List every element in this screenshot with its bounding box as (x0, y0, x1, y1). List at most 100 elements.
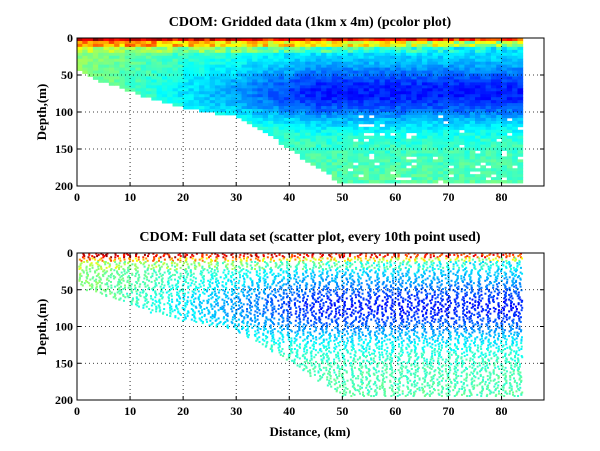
grid-cell (119, 46, 126, 51)
grid-cell (82, 61, 89, 66)
scatter-point (176, 263, 179, 266)
scatter-point (264, 345, 267, 348)
grid-cell (209, 88, 216, 92)
scatter-point (163, 253, 166, 256)
scatter-point (97, 273, 100, 276)
grid-cell (506, 156, 513, 160)
grid-cell (469, 46, 476, 51)
scatter-point (261, 266, 264, 269)
grid-cell (453, 43, 460, 48)
scatter-point (143, 303, 146, 306)
scatter-point (289, 329, 292, 332)
grid-cell (278, 82, 285, 86)
scatter-point (190, 296, 193, 299)
scatter-point (86, 280, 89, 283)
grid-cell (443, 168, 449, 172)
grid-cell (294, 40, 301, 45)
grid-cell (305, 138, 311, 142)
grid-cell (469, 132, 476, 137)
scatter-point (230, 300, 233, 303)
grid-cell (480, 73, 487, 77)
grid-cell (310, 82, 317, 86)
scatter-point (136, 302, 139, 305)
scatter-point (194, 280, 197, 283)
grid-cell (469, 52, 476, 57)
grid-cell (358, 64, 364, 68)
grid-cell (294, 88, 301, 92)
scatter-point (282, 283, 285, 286)
scatter-point (315, 322, 318, 325)
grid-cell (453, 141, 460, 145)
scatter-point (211, 275, 214, 278)
grid-cell (283, 112, 290, 116)
scatter-point (286, 312, 289, 315)
grid-cell (331, 168, 338, 172)
grid-cell (241, 49, 248, 54)
grid-cell (241, 100, 248, 104)
scatter-point (305, 269, 308, 272)
grid-cell (437, 171, 444, 175)
grid-cell (278, 64, 285, 68)
grid-cell (236, 106, 242, 110)
grid-cell (199, 79, 205, 83)
scatter-point (319, 291, 322, 294)
scatter-point (83, 255, 86, 258)
scatter-point (310, 358, 313, 361)
grid-cell (352, 132, 359, 137)
scatter-point (161, 297, 164, 300)
grid-cell (257, 106, 264, 110)
grid-cell (161, 73, 168, 77)
grid-cell (156, 38, 163, 42)
grid-cell (310, 117, 317, 122)
scatter-point (302, 262, 305, 265)
grid-cell (384, 85, 391, 89)
scatter-point (313, 303, 316, 306)
grid-cell (135, 79, 142, 83)
grid-cell (299, 153, 306, 157)
grid-cell (337, 174, 343, 178)
grid-cell (331, 174, 338, 178)
grid-cell (432, 88, 439, 92)
scatter-point (89, 278, 92, 281)
grid-cell (464, 40, 471, 45)
grid-cell (517, 58, 524, 63)
grid-cell (262, 70, 269, 74)
scatter-point (160, 289, 163, 292)
grid-cell (252, 85, 258, 89)
scatter-point (95, 269, 98, 272)
scatter-point (254, 253, 257, 256)
grid-cell (294, 141, 301, 145)
grid-cell (437, 147, 444, 151)
grid-cell (299, 91, 306, 95)
scatter-point (305, 365, 308, 368)
scatter-point (306, 306, 309, 309)
grid-cell (103, 73, 110, 77)
scatter-point (273, 288, 276, 291)
grid-cell (416, 150, 423, 154)
grid-cell (496, 43, 502, 48)
grid-cell (400, 55, 407, 60)
scatter-point (266, 299, 269, 302)
grid-cell (315, 147, 322, 151)
grid-cell (464, 159, 471, 163)
scatter-point (298, 279, 301, 282)
scatter-point (201, 282, 204, 285)
grid-cell (241, 106, 248, 110)
grid-cell (177, 82, 184, 86)
scatter-point (314, 282, 317, 285)
grid-cell (252, 117, 258, 122)
scatter-point (235, 265, 238, 268)
grid-cell (321, 162, 327, 166)
grid-cell (437, 52, 444, 57)
scatter-point (96, 260, 99, 263)
scatter-point (242, 310, 245, 313)
scatter-point (287, 318, 290, 321)
scatter-point (314, 329, 317, 332)
scatter-point (184, 271, 187, 274)
grid-cell (427, 135, 433, 140)
grid-cell (321, 85, 327, 89)
grid-cell (315, 109, 322, 113)
scatter-point (296, 292, 299, 295)
grid-cell (82, 58, 89, 63)
grid-cell (342, 82, 349, 86)
